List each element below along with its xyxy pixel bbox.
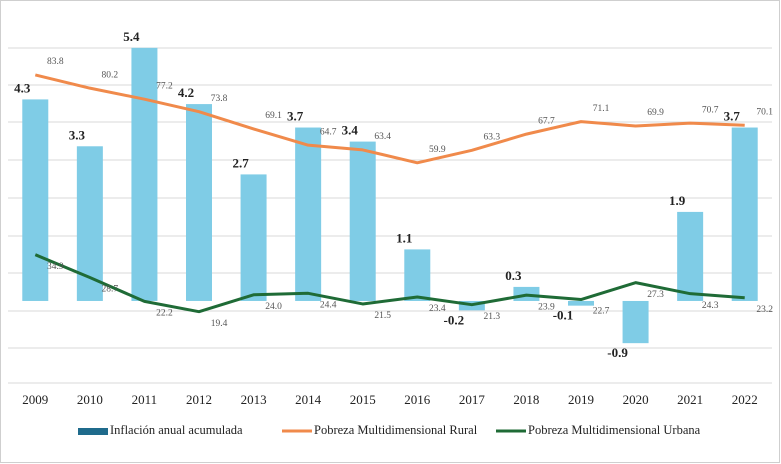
bar [404, 249, 431, 301]
bar-value-label: 5.4 [123, 29, 140, 44]
line-value-label: 63.3 [484, 132, 501, 142]
bar-value-label: -0.1 [553, 308, 574, 323]
line-value-label: 69.1 [265, 111, 282, 121]
line-value-label: 24.3 [702, 301, 719, 311]
line-value-label: 80.2 [102, 70, 119, 80]
line-value-label: 73.8 [211, 94, 228, 104]
bar-value-label: 3.3 [69, 127, 86, 142]
bar [568, 300, 594, 306]
x-tick-label: 2019 [568, 392, 594, 407]
x-tick-label: 2010 [77, 392, 103, 407]
line-value-label: 69.9 [647, 108, 664, 118]
line-value-label: 63.4 [374, 132, 391, 142]
line-value-label: 64.7 [320, 127, 337, 137]
bar-value-label: -0.9 [607, 345, 628, 360]
line [34, 73, 745, 165]
x-tick-label: 2011 [132, 392, 158, 407]
bar [677, 211, 704, 301]
line-value-label: 27.3 [647, 290, 664, 300]
legend-swatch [78, 428, 108, 435]
bar-value-label: -0.2 [444, 312, 465, 327]
x-tick-label: 2014 [295, 392, 322, 407]
bar-value-label: 1.9 [669, 193, 686, 208]
x-tick-label: 2020 [623, 392, 649, 407]
bar-value-label: 3.7 [287, 109, 304, 124]
bar [186, 104, 212, 301]
line-value-label: 70.1 [756, 107, 773, 117]
line-value-label: 24.4 [320, 300, 337, 310]
line-value-label: 22.7 [593, 307, 610, 317]
bar [731, 127, 758, 301]
x-tick-label: 2009 [22, 392, 48, 407]
bar [131, 47, 158, 301]
legend-label: Pobreza Multidimensional Urbana [528, 423, 701, 437]
line-value-label: 23.2 [756, 305, 773, 315]
x-tick-label: 2022 [732, 392, 758, 407]
line [34, 253, 745, 314]
bar [622, 300, 649, 344]
bar-value-label: 2.7 [232, 155, 249, 170]
bar-value-label: 4.2 [178, 85, 194, 100]
x-tick-label: 2021 [677, 392, 703, 407]
bar [295, 127, 322, 301]
legend-label: Pobreza Multidimensional Rural [314, 423, 478, 437]
line-value-label: 70.7 [702, 105, 719, 115]
line-value-label: 24.0 [265, 302, 282, 312]
x-tick-label: 2013 [241, 392, 267, 407]
x-tick-label: 2016 [404, 392, 431, 407]
bar-value-label: 3.7 [724, 109, 741, 124]
line-value-label: 22.2 [156, 309, 173, 319]
bar-value-label: 0.3 [505, 268, 522, 283]
line-value-label: 34.9 [47, 262, 64, 272]
legend-label: Inflación anual acumulada [110, 423, 243, 437]
line-value-label: 21.3 [484, 312, 501, 322]
bar [22, 99, 49, 301]
line-value-label: 83.8 [47, 57, 64, 67]
bar-value-label: 3.4 [342, 123, 359, 138]
x-tick-label: 2012 [186, 392, 212, 407]
x-tick-label: 2018 [513, 392, 539, 407]
line-value-label: 28.7 [102, 285, 119, 295]
line-value-label: 59.9 [429, 145, 446, 155]
bar [349, 141, 376, 301]
line-value-label: 23.4 [429, 304, 446, 314]
line-value-label: 71.1 [593, 104, 610, 114]
line-value-label: 19.4 [211, 319, 228, 329]
line-value-label: 21.5 [374, 311, 391, 321]
x-tick-label: 2017 [459, 392, 486, 407]
line-value-label: 23.9 [538, 302, 555, 312]
bar [240, 174, 267, 301]
x-tick-label: 2015 [350, 392, 376, 407]
line-value-label: 77.2 [156, 81, 173, 91]
bar-value-label: 4.3 [14, 80, 31, 95]
bar-value-label: 1.1 [396, 230, 412, 245]
line-value-label: 67.7 [538, 116, 555, 126]
